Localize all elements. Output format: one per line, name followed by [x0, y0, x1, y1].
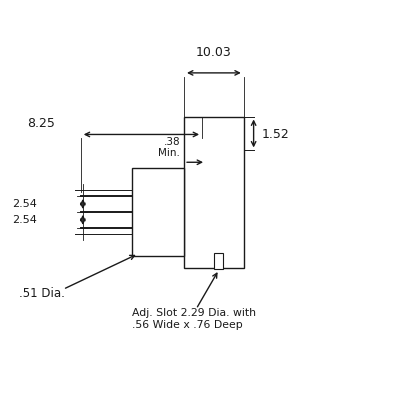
Bar	[132, 168, 184, 256]
Text: 2.54: 2.54	[12, 215, 37, 225]
Text: 8.25: 8.25	[27, 118, 55, 130]
Bar	[214, 253, 223, 269]
Text: 2.54: 2.54	[12, 199, 37, 209]
Text: .51 Dia.: .51 Dia.	[19, 287, 65, 300]
Text: 10.03: 10.03	[196, 46, 232, 59]
Text: .38
Min.: .38 Min.	[158, 137, 180, 158]
Text: Adj. Slot 2.29 Dia. with
.56 Wide x .76 Deep: Adj. Slot 2.29 Dia. with .56 Wide x .76 …	[132, 308, 256, 330]
Text: 1.52: 1.52	[262, 128, 289, 141]
Bar	[184, 116, 244, 268]
